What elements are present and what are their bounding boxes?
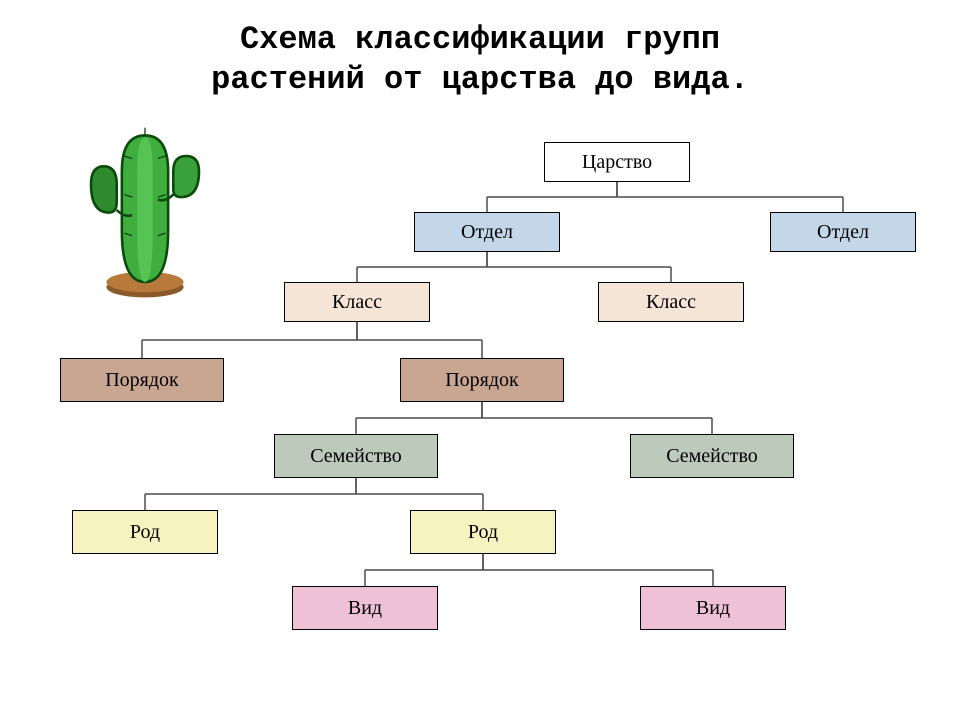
node-order_left: Порядок — [60, 358, 224, 402]
node-genus_left: Род — [72, 510, 218, 554]
node-order_right: Порядок — [400, 358, 564, 402]
node-division_left: Отдел — [414, 212, 560, 252]
node-kingdom: Царство — [544, 142, 690, 182]
node-family_right: Семейство — [630, 434, 794, 478]
node-family_left: Семейство — [274, 434, 438, 478]
node-class_right: Класс — [598, 282, 744, 322]
node-genus_right: Род — [410, 510, 556, 554]
node-division_right: Отдел — [770, 212, 916, 252]
node-class_left: Класс — [284, 282, 430, 322]
node-species_left: Вид — [292, 586, 438, 630]
node-species_right: Вид — [640, 586, 786, 630]
classification-diagram: Царство Отдел Отдел Класс Класс Порядок Порядо… — [0, 0, 960, 720]
cactus-icon — [80, 120, 210, 305]
